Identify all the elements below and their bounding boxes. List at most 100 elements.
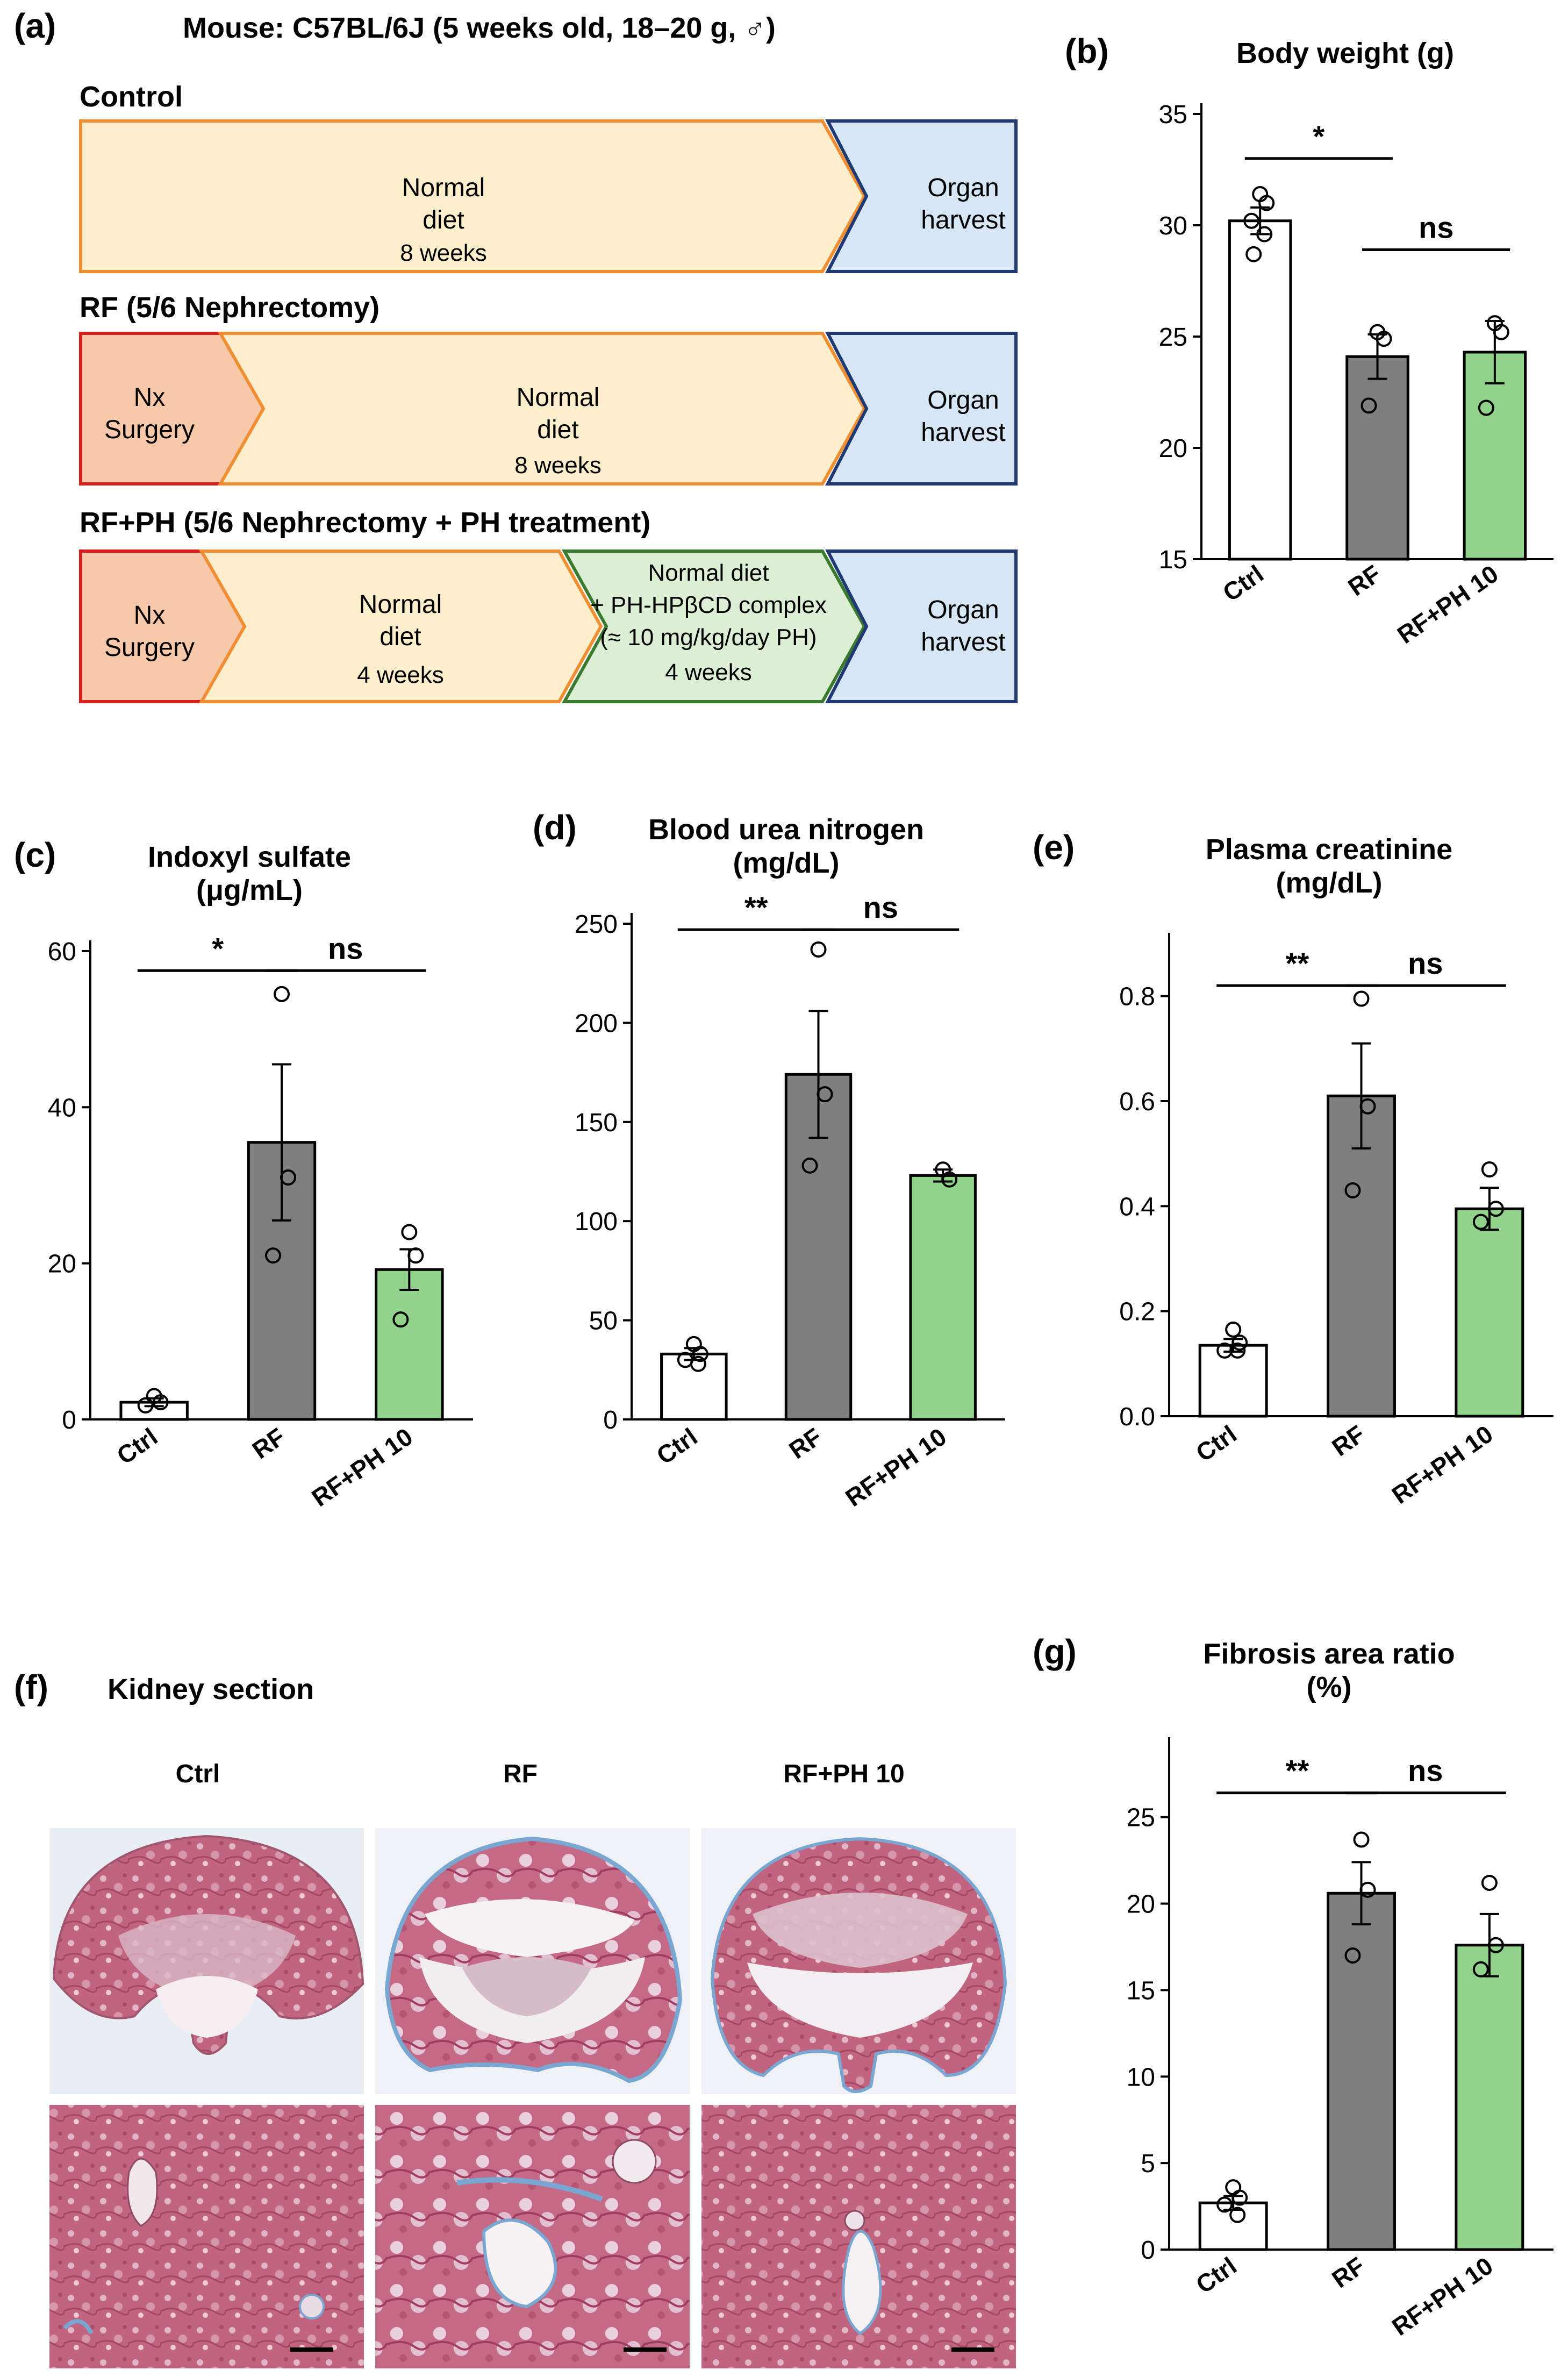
chart-title: Indoxyl sulfate — [148, 841, 351, 873]
data-point — [407, 1247, 424, 1264]
data-point — [1256, 226, 1273, 242]
chart-title: (%) — [1307, 1671, 1352, 1703]
data-point — [801, 1157, 818, 1174]
stage-text: diet — [423, 206, 464, 234]
panel-f-title: Kidney section — [108, 1673, 314, 1705]
bar — [1345, 355, 1409, 561]
panel-a-label: (a) — [14, 6, 56, 45]
rf-timeline: Nx Surgery Normal diet 8 weeks Organ har… — [79, 332, 1018, 486]
chart-title: Blood urea nitrogen — [648, 813, 924, 846]
stage-normal-diet — [79, 119, 867, 273]
chart-blood-urea-nitrogen: (d) Blood urea nitrogen(mg/dL) 0 50 100 150 20… — [533, 808, 1005, 1512]
stage-text: 8 weeks — [400, 240, 486, 266]
y-tick-label: 0.0 — [1119, 1403, 1155, 1431]
data-point — [401, 1224, 418, 1240]
data-point — [817, 1086, 833, 1103]
kidney-section-rf-low — [375, 1828, 690, 2094]
bar — [1228, 219, 1292, 561]
data-point — [1472, 1961, 1489, 1978]
data-point — [941, 1171, 958, 1188]
stage-text: diet — [380, 623, 421, 651]
y-tick-label: 200 — [575, 1009, 618, 1038]
category-label: Ctrl — [1218, 560, 1269, 607]
stage-text: Organ — [927, 386, 999, 415]
y-tick-label: 50 — [589, 1307, 618, 1336]
data-point — [1353, 1831, 1370, 1848]
category-label: Ctrl — [112, 1423, 163, 1470]
y-tick-label: 10 — [1127, 2063, 1155, 2092]
kidney-column-label-rf: RF — [503, 1760, 538, 1788]
y-tick-label: 100 — [575, 1208, 618, 1236]
y-tick-label: 0 — [62, 1406, 76, 1434]
group-label-rfph: RF+PH (5/6 Nephrectomy + PH treatment) — [80, 506, 650, 539]
panel-f-label: (f) — [14, 1668, 48, 1707]
stage-text: Normal — [402, 174, 485, 202]
group-label-control: Control — [80, 81, 183, 113]
y-tick-label: 0.4 — [1119, 1193, 1155, 1221]
category-label: RF+PH 10 — [1387, 1420, 1498, 1510]
category-label: RF — [1327, 2252, 1370, 2294]
stage-normal-diet — [198, 549, 603, 703]
y-tick-label: 0.8 — [1119, 983, 1155, 1011]
group-label-rf: RF (5/6 Nephrectomy) — [80, 291, 380, 324]
significance-label: ns — [863, 890, 898, 924]
y-tick-label: 15 — [1127, 1976, 1155, 2005]
category-label: RF — [1327, 1420, 1370, 1462]
kidney-section-ctrl-low — [49, 1828, 364, 2094]
significance-label: ns — [328, 931, 363, 965]
data-point — [1243, 212, 1260, 229]
stage-text: Surgery — [104, 633, 195, 662]
stage-text: Normal diet — [648, 560, 769, 586]
significance-label: ns — [1408, 1754, 1443, 1788]
stage-text: Surgery — [104, 416, 195, 444]
category-label: RF+PH 10 — [306, 1423, 418, 1512]
category-label: RF — [247, 1423, 290, 1465]
chart-title: (mg/dL) — [733, 847, 840, 879]
kidney-column-label-rfph: RF+PH 10 — [783, 1760, 904, 1788]
data-point — [1232, 1334, 1248, 1351]
chart-body-weight: (b) Body weight (g) 15 20 25 30 35 Ctrl RF RF+PH … — [1065, 32, 1553, 649]
category-label: RF+PH 10 — [840, 1423, 951, 1512]
category-label: Ctrl — [1191, 2252, 1242, 2299]
data-point — [1225, 1321, 1242, 1338]
y-tick-label: 40 — [48, 1094, 76, 1122]
panel-label: (d) — [533, 808, 577, 847]
panel-f-kidney-sections: (f) Kidney section Ctrl RF RF+PH 10 — [14, 1668, 1016, 2368]
significance-label: * — [1313, 119, 1324, 153]
significance-label: ns — [1408, 946, 1443, 980]
stage-text: harvest — [921, 418, 1005, 447]
significance-label: * — [212, 931, 224, 965]
data-point — [392, 1311, 409, 1328]
stage-text: harvest — [921, 628, 1005, 656]
y-tick-label: 0 — [603, 1406, 618, 1434]
data-point — [1493, 324, 1509, 340]
chart-title: Plasma creatinine — [1206, 833, 1452, 866]
stage-text: Normal — [359, 590, 442, 619]
chart-title: Body weight (g) — [1236, 37, 1454, 69]
data-point — [1229, 2207, 1246, 2223]
data-point — [1225, 2179, 1242, 2196]
data-point — [1258, 195, 1275, 211]
data-point — [274, 986, 290, 1002]
stage-organ-harvest — [825, 549, 1018, 703]
data-point — [1353, 990, 1370, 1007]
stage-text: harvest — [921, 206, 1005, 234]
chart-title: (mg/dL) — [1276, 867, 1383, 899]
data-point — [1481, 1161, 1498, 1177]
bar — [375, 1268, 444, 1421]
stage-text: Nx — [134, 383, 166, 412]
y-tick-label: 5 — [1141, 2150, 1155, 2178]
kidney-column-label-ctrl: Ctrl — [176, 1760, 220, 1788]
data-point — [1232, 2189, 1248, 2206]
data-point — [1361, 397, 1377, 414]
panel-a-study-design: (a) Mouse: C57BL/6J (5 weeks old, 18–20 … — [14, 6, 1018, 703]
category-label: RF+PH 10 — [1387, 2252, 1498, 2342]
y-tick-label: 30 — [1159, 212, 1187, 240]
panel-a-title: Mouse: C57BL/6J (5 weeks old, 18–20 g, ♂… — [183, 12, 776, 44]
kidney-section-ctrl-high — [49, 2105, 364, 2368]
y-tick-label: 60 — [48, 938, 76, 966]
stage-text: Organ — [927, 596, 999, 624]
significance-label: ** — [1286, 1754, 1309, 1788]
data-point — [690, 1355, 706, 1372]
